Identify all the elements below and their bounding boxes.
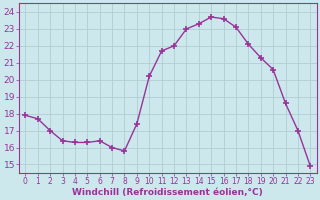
X-axis label: Windchill (Refroidissement éolien,°C): Windchill (Refroidissement éolien,°C): [72, 188, 263, 197]
